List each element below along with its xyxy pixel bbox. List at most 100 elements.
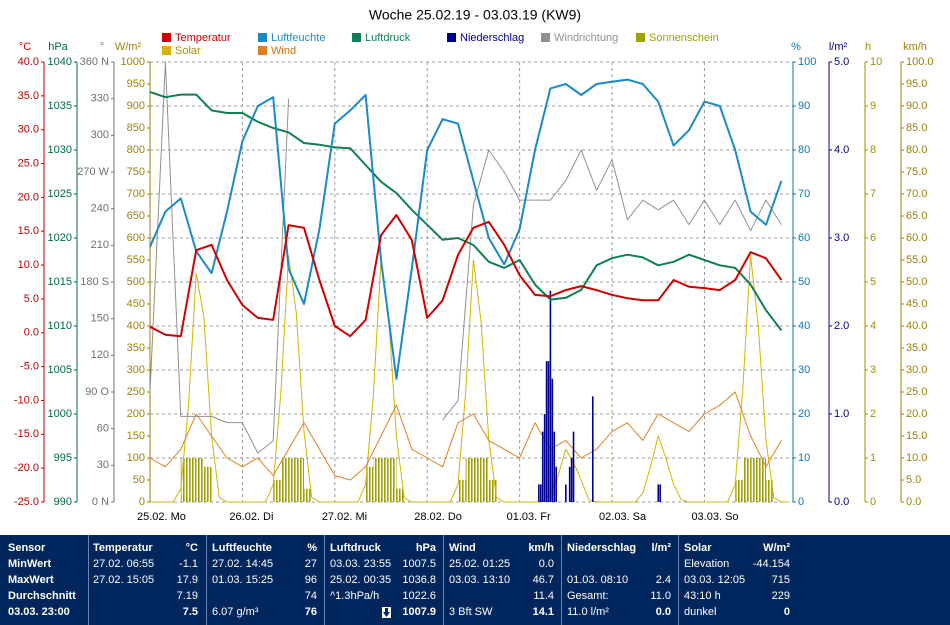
cell-value: 229 — [771, 590, 790, 602]
axis-unit: % — [791, 41, 801, 53]
cell-note: 3 Bft SW — [449, 606, 493, 618]
cell-value: 0.0 — [538, 558, 554, 570]
y-tick-label: 20.0 — [18, 191, 39, 203]
y-tick-label: 15.0 — [18, 225, 39, 237]
y-tick-label: 1.0 — [834, 408, 849, 420]
column-unit: km/h — [528, 542, 554, 554]
y-tick-label: 45.0 — [906, 298, 927, 310]
y-tick-label: 3.0 — [834, 232, 849, 244]
chart: Woche 25.02.19 - 03.03.19 (KW9) 25.02. M… — [14, 7, 934, 523]
cell-value: 1022.6 — [402, 590, 436, 602]
y-tick-label: 995 — [54, 452, 72, 464]
axis-unit: h — [865, 41, 871, 53]
legend-label: Luftfeuchte — [271, 32, 325, 44]
y-tick-label: 0.0 — [906, 496, 921, 508]
column-separator — [443, 535, 444, 625]
cell-note: 27.02. 15:05 — [93, 574, 155, 586]
bar — [541, 431, 544, 502]
y-tick-label: 4 — [870, 320, 876, 332]
y-tick-label: 2 — [870, 408, 876, 420]
y-tick-label: 70.0 — [906, 188, 927, 200]
y-tick-label: 5 — [870, 276, 876, 288]
axis-unit: ° — [100, 41, 104, 53]
y-tick-label: 8 — [870, 144, 876, 156]
y-tick-label: 10 — [870, 56, 882, 68]
series-line — [149, 61, 290, 454]
y-tick-label: 950 — [127, 78, 145, 90]
column-title: Luftdruck — [330, 542, 381, 554]
legend-swatch — [162, 46, 171, 55]
cell-value: 46.7 — [532, 574, 554, 586]
legend-label: Wind — [271, 45, 296, 57]
y-tick-label: 300 — [91, 129, 109, 141]
y-tick-label: 0 — [139, 496, 145, 508]
y-tick-label: 65.0 — [906, 210, 927, 222]
bar — [373, 458, 382, 502]
y-tick-label: -5.0 — [20, 361, 39, 373]
y-tick-label: 90 O — [85, 386, 109, 398]
y-tick-label: -20.0 — [14, 462, 39, 474]
cell-value: 1007.5 — [402, 558, 436, 570]
y-tick-label: 4.0 — [834, 144, 849, 156]
y-tick-label: 1040 — [48, 56, 72, 68]
bar — [396, 488, 405, 502]
legend-swatch — [447, 33, 456, 42]
bar — [543, 414, 546, 502]
y-tick-label: 600 — [127, 232, 145, 244]
cell-note: 25.02. 00:35 — [330, 574, 392, 586]
y-tick-label: 50 — [133, 474, 145, 486]
axis-unit: W/m² — [115, 41, 142, 53]
x-tick-label: 02.03. Sa — [599, 511, 647, 523]
summary-table: Sensor Temperatur °C Luftfeuchte% Luftdruck h… — [0, 535, 950, 625]
y-tick-label: 270 W — [77, 166, 109, 178]
column-separator — [206, 535, 207, 625]
bar — [465, 458, 474, 502]
legend-label: Windrichtung — [554, 32, 618, 44]
x-tick-label: 25.02. Mo — [137, 511, 186, 523]
cell-value: 7.19 — [176, 590, 198, 602]
series-line — [149, 78, 783, 380]
y-tick-label: 90 — [798, 100, 810, 112]
cell-value: 76 — [304, 606, 317, 618]
y-tick-label: 100 — [798, 56, 816, 68]
y-tick-label: 350 — [127, 342, 145, 354]
bar — [568, 466, 571, 502]
bar — [766, 480, 774, 502]
bar — [203, 466, 212, 502]
x-tick-label: 26.02. Di — [229, 511, 273, 523]
y-tick-label: 550 — [127, 254, 145, 266]
bar — [481, 458, 489, 502]
bar — [555, 466, 558, 502]
cell-value: 7.5 — [182, 606, 198, 618]
y-tick-label: 0 — [798, 496, 804, 508]
cell-value: 11.0 — [650, 590, 671, 602]
bar — [488, 480, 497, 502]
row-label: Durchschnitt — [8, 590, 76, 602]
y-tick-label: 50 — [798, 276, 810, 288]
y-tick-label: 210 — [91, 239, 109, 251]
y-tick-label: 35.0 — [18, 90, 39, 102]
y-tick-label: 500 — [127, 276, 145, 288]
bar — [545, 361, 548, 502]
y-tick-label: 35.0 — [906, 342, 927, 354]
y-tick-label: 30.0 — [18, 124, 39, 136]
y-tick-label: 1035 — [48, 100, 72, 112]
column-unit: l/m² — [651, 542, 671, 554]
y-tick-label: 400 — [127, 320, 145, 332]
column-unit: hPa — [415, 542, 436, 554]
cell-note: ^1.3hPa/h — [330, 590, 380, 602]
cell-value: 14.1 — [532, 606, 554, 618]
y-tick-label: 2.0 — [834, 320, 849, 332]
bar — [458, 480, 466, 502]
y-tick-label: 85.0 — [906, 122, 927, 134]
cell-note: 11.0 l/m² — [567, 606, 609, 618]
y-tick-label: 800 — [127, 144, 145, 156]
axis-unit: hPa — [48, 41, 68, 53]
bar — [553, 431, 556, 502]
bar — [547, 361, 550, 502]
bar — [381, 458, 389, 502]
y-tick-label: 75.0 — [906, 166, 927, 178]
column-unit: °C — [185, 542, 198, 554]
cell-note: 01.03. 15:25 — [212, 574, 274, 586]
y-tick-label: 9 — [870, 100, 876, 112]
